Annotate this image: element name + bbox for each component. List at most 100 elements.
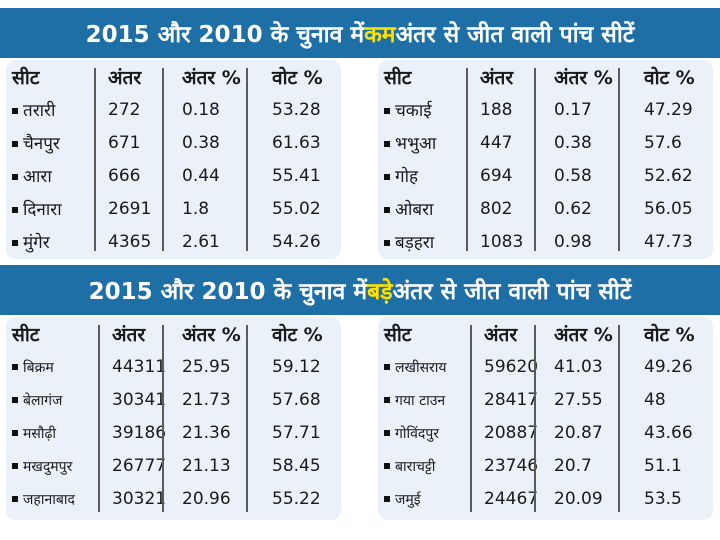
table-row: जहानाबाद 30321 20.96 55.22 [6, 482, 341, 515]
table-row: बड़हरा 1083 0.98 47.73 [378, 225, 713, 258]
table-header-row: सीट अंतर अंतर % वोट % [6, 317, 341, 350]
column-divider [162, 68, 164, 251]
banner-big-margin: 2015 और 2010 के चुनाव में बड़े अंतर से ज… [0, 265, 720, 315]
margin-value: 2691 [108, 198, 152, 219]
seat-cell: मुंगेर [6, 230, 102, 253]
seat-cell: लखीसराय [378, 357, 478, 377]
table-big-left: सीट अंतर अंतर % वोट % बिक्रम 44311 25.95 59.12 ब… [6, 317, 341, 520]
margin-value: 671 [108, 132, 141, 153]
seat-name: ओबरा [395, 200, 434, 220]
column-divider [466, 68, 468, 251]
vote-percent: 51.1 [644, 455, 682, 476]
header-margin: अंतर [108, 66, 142, 89]
seat-name: जहानाबाद [23, 491, 75, 508]
seat-cell: ओबरा [378, 197, 474, 220]
column-divider [162, 325, 164, 512]
table-row: गया टाउन 28417 27.55 48 [378, 383, 713, 416]
vote-percent: 57.6 [644, 132, 682, 153]
header-margin-percent: अंतर % [554, 323, 613, 346]
table-row: जमुई 24467 20.09 53.5 [378, 482, 713, 515]
vote-percent: 59.12 [272, 356, 321, 377]
header-margin: अंतर [484, 323, 518, 346]
margin-percent: 20.09 [554, 488, 603, 509]
margin-percent: 0.98 [554, 231, 592, 252]
seat-cell: चैनपुर [6, 131, 102, 154]
seat-cell: बिक्रम [6, 357, 106, 377]
table-header-row: सीट अंतर अंतर % वोट % [6, 60, 341, 93]
table-row: गोह 694 0.58 52.62 [378, 159, 713, 192]
seat-name: बाराचट्टी [395, 458, 436, 475]
table-header-row: सीट अंतर अंतर % वोट % [378, 60, 713, 93]
bullet-icon [12, 462, 18, 469]
margin-percent: 1.8 [182, 198, 210, 219]
bullet-icon [12, 174, 18, 180]
vote-percent: 57.71 [272, 422, 321, 443]
table-header-row: सीट अंतर अंतर % वोट % [378, 317, 713, 350]
vote-percent: 55.41 [272, 165, 321, 186]
vote-percent: 57.68 [272, 389, 321, 410]
margin-value: 188 [480, 99, 513, 120]
banner-text-pre: 2015 और 2010 के चुनाव में [88, 279, 368, 305]
vote-percent: 54.26 [272, 231, 321, 252]
bullet-icon [384, 495, 390, 502]
header-margin-percent: अंतर % [182, 66, 241, 89]
seat-cell: मसौढ़ी [6, 423, 106, 443]
seat-cell: गया टाउन [378, 390, 478, 410]
vote-percent: 56.05 [644, 198, 693, 219]
margin-percent: 0.44 [182, 165, 220, 186]
header-margin-percent: अंतर % [554, 66, 613, 89]
vote-percent: 58.45 [272, 455, 321, 476]
column-divider [618, 68, 620, 251]
vote-percent: 47.73 [644, 231, 693, 252]
seat-cell: जमुई [378, 489, 478, 509]
header-seat: सीट [12, 323, 40, 346]
table-row: बेलागंज 30341 21.73 57.68 [6, 383, 341, 416]
vote-percent: 53.28 [272, 99, 321, 120]
margin-percent: 25.95 [182, 356, 231, 377]
column-divider [534, 325, 536, 512]
column-divider [618, 325, 620, 512]
header-vote-percent: वोट % [644, 323, 695, 346]
table-row: लखीसराय 59620 41.03 49.26 [378, 350, 713, 383]
seat-name: गोह [395, 167, 419, 187]
margin-value: 30321 [112, 488, 167, 509]
table-row: मसौढ़ी 39186 21.36 57.71 [6, 416, 341, 449]
margin-percent: 20.96 [182, 488, 231, 509]
bullet-icon [384, 240, 390, 246]
table-row: ओबरा 802 0.62 56.05 [378, 192, 713, 225]
margin-value: 24467 [484, 488, 539, 509]
margin-percent: 0.38 [182, 132, 220, 153]
seat-name: बेलागंज [23, 392, 63, 409]
bullet-icon [12, 240, 18, 246]
top-strip [0, 0, 720, 8]
table-narrow-right: सीट अंतर अंतर % वोट % चकाई 188 0.17 47.29 भभुआ 44… [378, 60, 713, 259]
seat-name: आरा [23, 167, 52, 187]
header-margin: अंतर [480, 66, 514, 89]
seat-name: लखीसराय [395, 359, 447, 376]
table-row: मखदुमपुर 26777 21.13 58.45 [6, 449, 341, 482]
vote-percent: 49.26 [644, 356, 693, 377]
bullet-icon [384, 108, 390, 114]
bullet-icon [384, 207, 390, 213]
margin-percent: 2.61 [182, 231, 220, 252]
header-seat: सीट [384, 66, 412, 89]
margin-percent: 27.55 [554, 389, 603, 410]
seat-name: बड़हरा [395, 233, 435, 253]
seat-name: दिनारा [23, 200, 62, 220]
table-row: भभुआ 447 0.38 57.6 [378, 126, 713, 159]
vote-percent: 47.29 [644, 99, 693, 120]
margin-value: 39186 [112, 422, 167, 443]
margin-value: 694 [480, 165, 513, 186]
column-divider [470, 325, 472, 512]
margin-value: 272 [108, 99, 141, 120]
seat-cell: गोविंदपुर [378, 423, 478, 443]
seat-cell: बेलागंज [6, 390, 106, 410]
margin-value: 20887 [484, 422, 539, 443]
seat-name: चैनपुर [23, 134, 60, 154]
seat-cell: जहानाबाद [6, 489, 106, 509]
table-row: तरारी 272 0.18 53.28 [6, 93, 341, 126]
seat-name: बिक्रम [23, 359, 54, 376]
bullet-icon [384, 141, 390, 147]
margin-percent: 0.58 [554, 165, 592, 186]
header-vote-percent: वोट % [272, 66, 323, 89]
